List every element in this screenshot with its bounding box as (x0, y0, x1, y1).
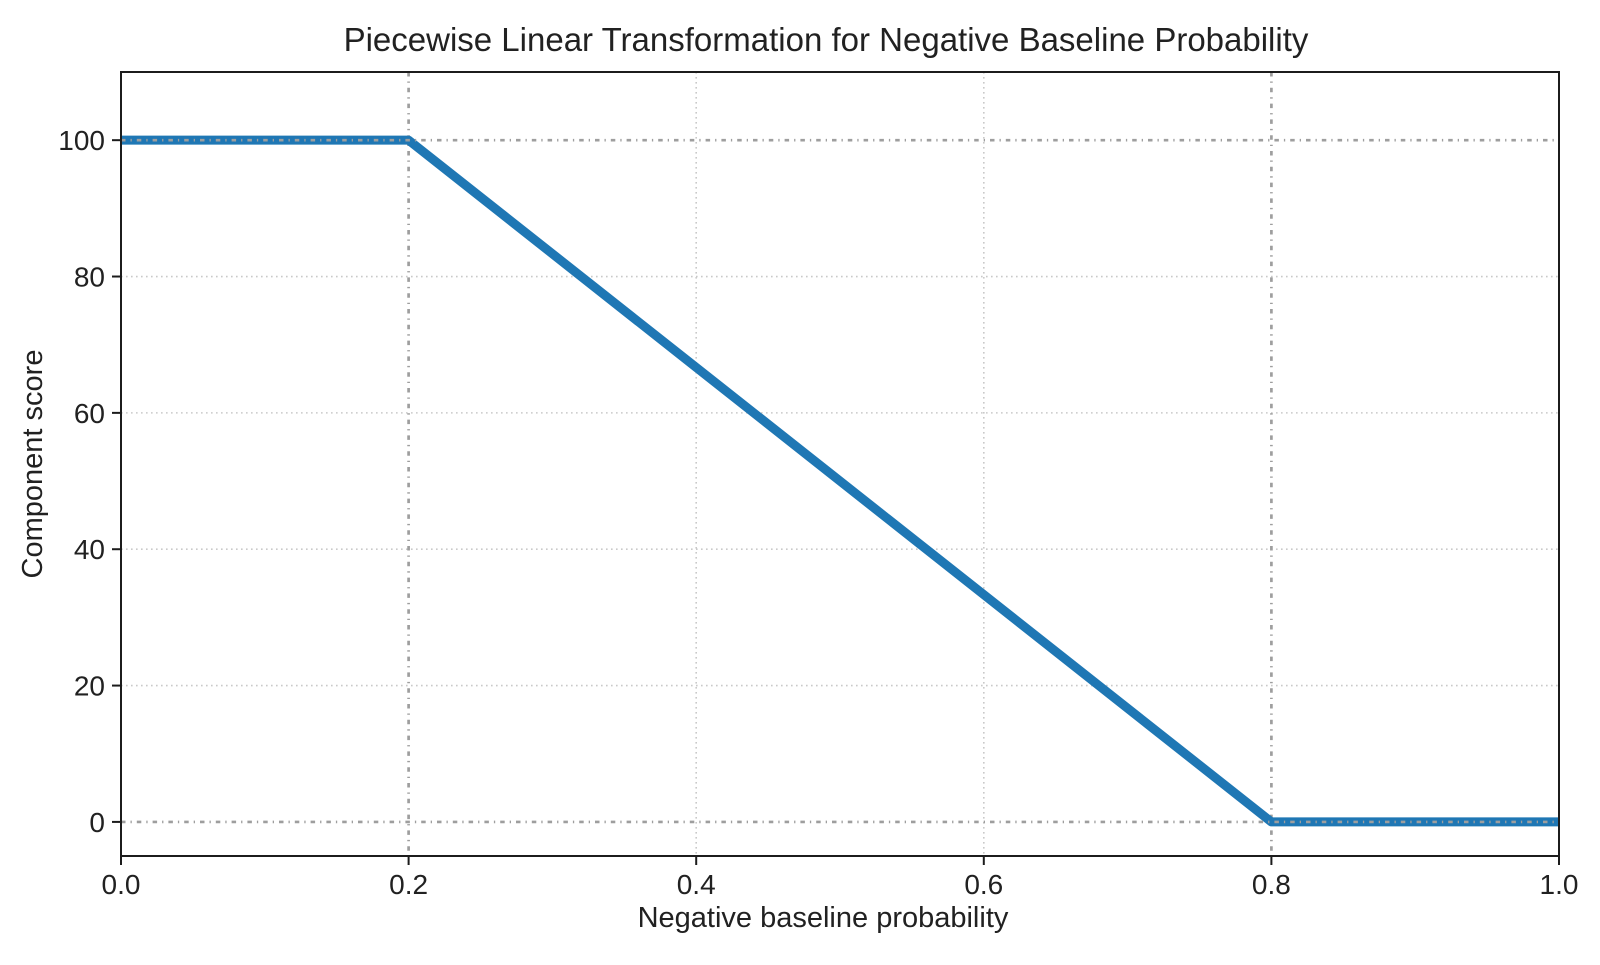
series-line (121, 135, 1559, 827)
plot-border (120, 71, 1560, 857)
horizontal-reference-layer (121, 138, 1559, 824)
y-tick-label: 0 (89, 807, 105, 838)
y-tick-labels: 0 20 40 60 80 100 (58, 125, 105, 838)
gridline-layer (121, 72, 1559, 856)
vertical-reference-layer (407, 72, 1273, 856)
axes-spines (120, 71, 1560, 857)
x-tick-label: 0.0 (102, 869, 141, 900)
y-tick-label: 40 (74, 534, 105, 565)
tick-marks (112, 139, 1560, 865)
x-tick-label: 0.6 (964, 869, 1003, 900)
y-axis-label: Component score (17, 350, 49, 579)
y-tick-label: 80 (74, 262, 105, 293)
x-axis-label: Negative baseline probability (638, 902, 1009, 934)
y-tick-label: 60 (74, 398, 105, 429)
y-tick-label: 100 (58, 125, 105, 156)
y-tick-label: 20 (74, 671, 105, 702)
series-layer (121, 135, 1559, 827)
x-tick-label: 0.2 (389, 869, 428, 900)
chart-title: Piecewise Linear Transformation for Nega… (344, 21, 1309, 58)
x-tick-label: 0.8 (1252, 869, 1291, 900)
x-tick-label: 0.4 (677, 869, 716, 900)
x-tick-label: 1.0 (1540, 869, 1579, 900)
x-tick-labels: 0.0 0.2 0.4 0.6 0.8 1.0 (102, 869, 1579, 900)
